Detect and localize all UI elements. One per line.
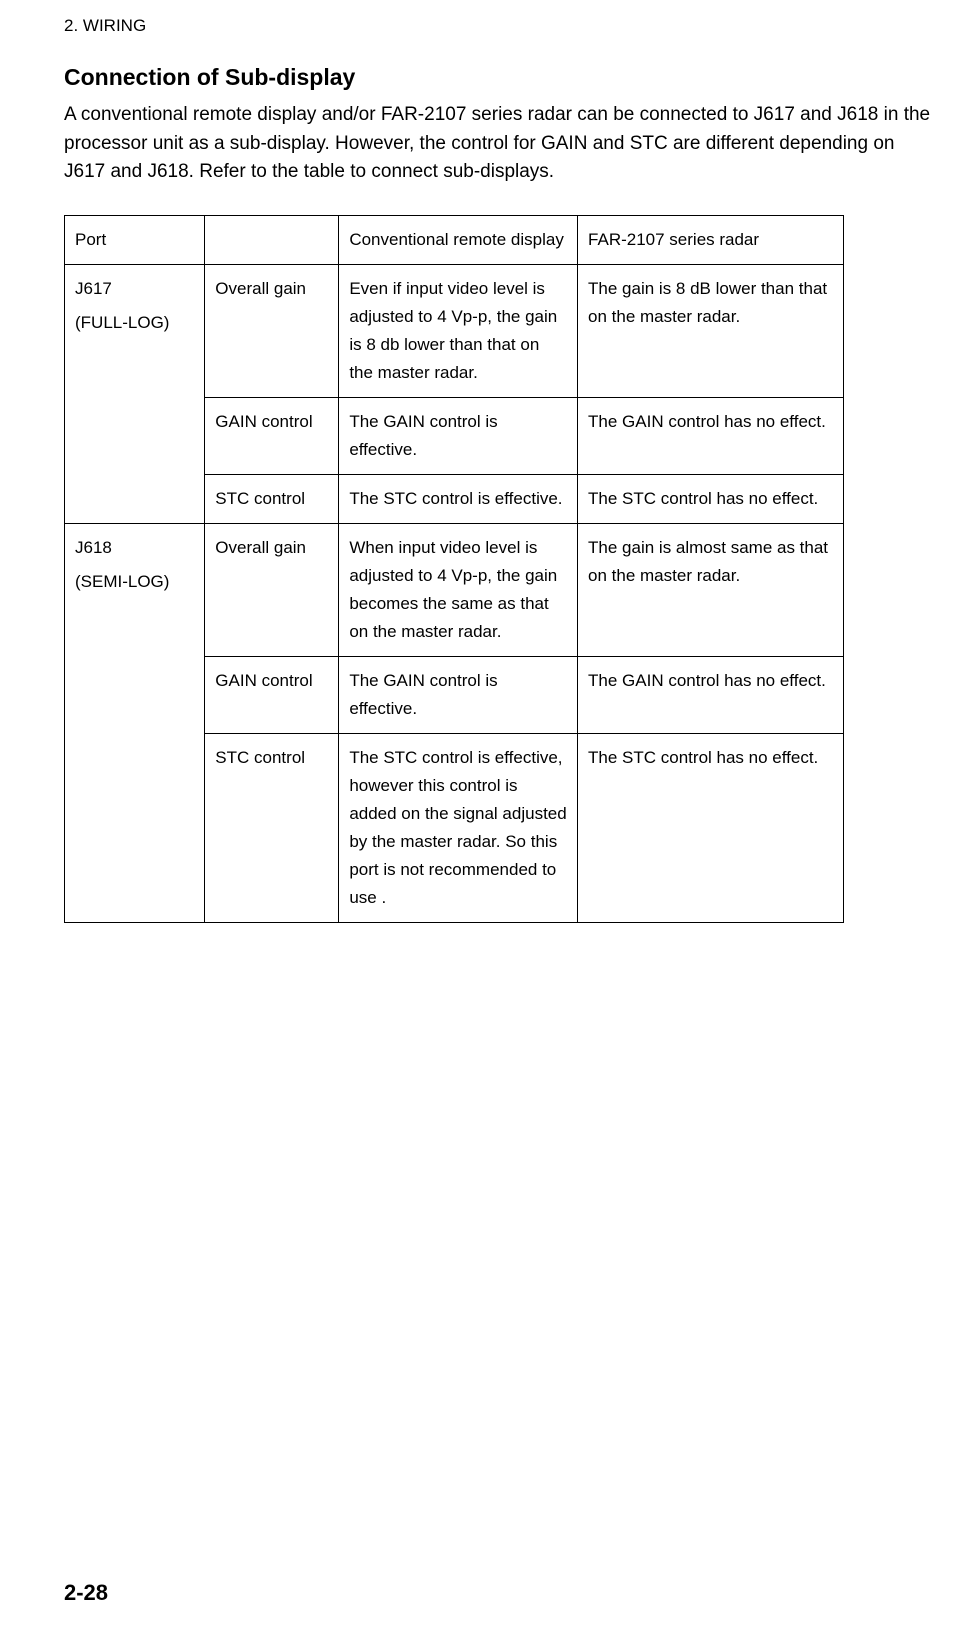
param-cell: STC control <box>205 474 339 523</box>
param-cell: GAIN control <box>205 397 339 474</box>
param-cell: GAIN control <box>205 657 339 734</box>
port-cell-j617: J617 (FULL-LOG) <box>65 264 205 523</box>
far-cell: The GAIN control has no effect. <box>578 397 844 474</box>
section-title: Connection of Sub-display <box>64 64 937 91</box>
param-cell: Overall gain <box>205 264 339 397</box>
intro-paragraph: A conventional remote display and/or FAR… <box>64 101 937 187</box>
page-number: 2-28 <box>64 1580 108 1606</box>
conv-cell: Even if input video level is adjusted to… <box>339 264 578 397</box>
far-cell: The gain is 8 dB lower than that on the … <box>578 264 844 397</box>
table-row: J617 (FULL-LOG) Overall gain Even if inp… <box>65 264 844 397</box>
header-far: FAR-2107 series radar <box>578 215 844 264</box>
conv-cell: The GAIN control is effective. <box>339 657 578 734</box>
header-conventional: Conventional remote display <box>339 215 578 264</box>
far-cell: The gain is almost same as that on the m… <box>578 523 844 656</box>
far-cell: The STC control has no effect. <box>578 734 844 923</box>
conv-cell: The STC control is effective, however th… <box>339 734 578 923</box>
port-main: J617 <box>75 275 194 303</box>
chapter-header: 2. WIRING <box>64 16 937 36</box>
far-cell: The STC control has no effect. <box>578 474 844 523</box>
port-sub: (FULL-LOG) <box>75 309 194 337</box>
conv-cell: The GAIN control is effective. <box>339 397 578 474</box>
far-cell: The GAIN control has no effect. <box>578 657 844 734</box>
port-main: J618 <box>75 534 194 562</box>
subdisplay-table: Port Conventional remote display FAR-210… <box>64 215 844 924</box>
conv-cell: When input video level is adjusted to 4 … <box>339 523 578 656</box>
conv-cell: The STC control is effective. <box>339 474 578 523</box>
table-row: J618 (SEMI-LOG) Overall gain When input … <box>65 523 844 656</box>
param-cell: STC control <box>205 734 339 923</box>
port-cell-j618: J618 (SEMI-LOG) <box>65 523 205 923</box>
port-sub: (SEMI-LOG) <box>75 568 194 596</box>
header-param <box>205 215 339 264</box>
table-header-row: Port Conventional remote display FAR-210… <box>65 215 844 264</box>
header-port: Port <box>65 215 205 264</box>
param-cell: Overall gain <box>205 523 339 656</box>
page-container: 2. WIRING Connection of Sub-display A co… <box>0 0 977 963</box>
